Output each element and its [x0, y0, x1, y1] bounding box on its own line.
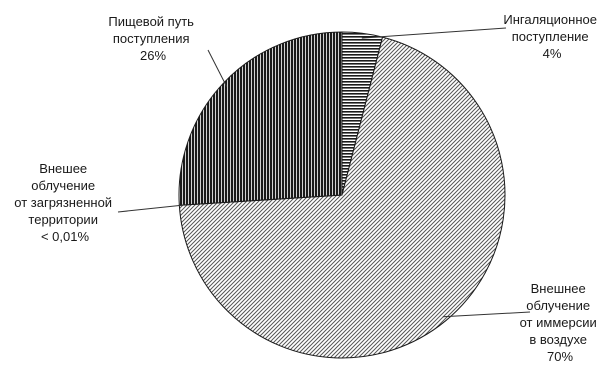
leader-lines	[117, 27, 531, 318]
pie-slices	[178, 31, 506, 359]
label-immersion: Внешнее облучение от иммерсии в воздухе …	[520, 281, 601, 364]
leader-line-inhal	[361, 27, 507, 39]
label-inhalation: Ингаляционное поступление 4%	[503, 12, 600, 61]
leader-line-immers	[442, 311, 531, 318]
pie-slice-immers	[178, 36, 506, 359]
leader-line-terr	[117, 204, 185, 213]
label-food: Пищевой путь поступления 26%	[108, 14, 197, 63]
leader-line-food	[207, 49, 228, 87]
pie-slice-food	[178, 31, 343, 206]
label-territory: Внешее облучение от загрязненной террито…	[14, 161, 115, 244]
